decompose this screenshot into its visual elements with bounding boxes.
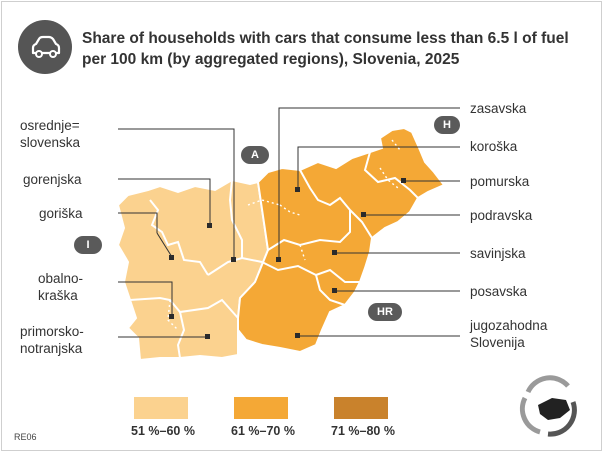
label-obalno-kraska: obalno- kraška bbox=[38, 271, 84, 303]
label-podravska: podravska bbox=[470, 208, 533, 223]
label-osrednjeslovenska: osrednje= slovenska bbox=[20, 118, 81, 150]
car-icon bbox=[18, 20, 72, 74]
recycle-slovenia-icon bbox=[519, 375, 577, 437]
region-borders bbox=[129, 151, 419, 359]
legend-swatch-high bbox=[334, 397, 388, 419]
label-savinjska: savinjska bbox=[470, 246, 526, 261]
goriska-leader-tail bbox=[156, 232, 173, 258]
legend-swatch-mid bbox=[234, 397, 288, 419]
label-gorenjska: gorenjska bbox=[23, 172, 82, 187]
label-koroska: koroška bbox=[470, 139, 518, 154]
label-jugozahodna-slovenija: jugozahodna Slovenija bbox=[470, 318, 548, 350]
label-pomurska: pomurska bbox=[470, 174, 530, 189]
badge-italy: I bbox=[74, 236, 102, 254]
badge-austria: A bbox=[241, 146, 269, 164]
label-posavska: posavska bbox=[470, 284, 528, 299]
chart-title: Share of households with cars that consu… bbox=[82, 30, 569, 68]
map-code: RE06 bbox=[14, 432, 37, 442]
region-anchor-points bbox=[169, 178, 406, 339]
legend-swatch-low bbox=[134, 397, 188, 419]
badge-hungary: H bbox=[434, 116, 460, 134]
label-zasavska: zasavska bbox=[470, 101, 527, 116]
badge-croatia: HR bbox=[368, 303, 402, 321]
leader-lines bbox=[118, 107, 460, 338]
legend-label-low: 51 %–60 % bbox=[131, 424, 195, 438]
region-west-area bbox=[116, 178, 270, 362]
legend-label-mid: 61 %–70 % bbox=[231, 424, 295, 438]
label-primorsko-notranjska: primorsko- notranjska bbox=[20, 324, 84, 356]
legend-label-high: 71 %–80 % bbox=[331, 424, 395, 438]
label-goriska: goriška bbox=[39, 206, 83, 221]
subregion-dotted-borders bbox=[167, 139, 401, 331]
